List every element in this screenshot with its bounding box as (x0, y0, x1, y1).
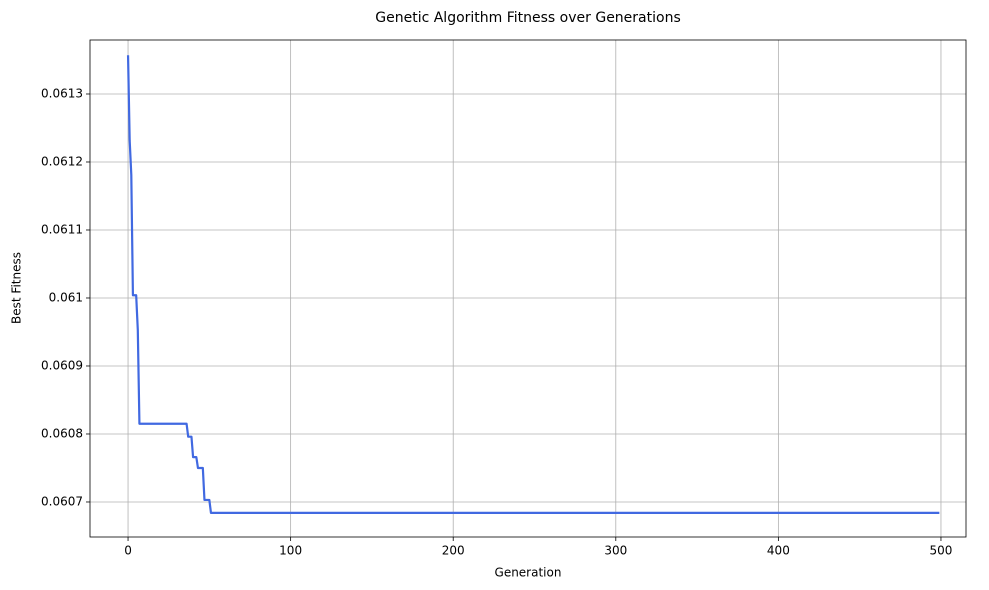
y-tick-label: 0.061 (49, 290, 83, 304)
y-tick-label: 0.0612 (41, 154, 83, 168)
y-tick-label: 0.0613 (41, 86, 83, 100)
chart-title: Genetic Algorithm Fitness over Generatio… (375, 10, 681, 26)
y-axis-label: Best Fitness (10, 252, 24, 324)
x-tick-label: 500 (930, 544, 953, 558)
x-tick-label: 200 (442, 544, 465, 558)
x-tick-label: 300 (604, 544, 627, 558)
x-tick-label: 100 (279, 544, 302, 558)
plot-frame (89, 39, 967, 538)
x-tick-label: 400 (767, 544, 790, 558)
y-tick-label: 0.0611 (41, 222, 83, 236)
fitness-line (126, 55, 940, 514)
x-tick-label: 0 (124, 544, 132, 558)
y-tick-label: 0.0607 (41, 494, 83, 508)
y-tick-label: 0.0608 (41, 426, 83, 440)
x-axis-label: Generation (495, 566, 562, 580)
y-tick-label: 0.0609 (41, 358, 83, 372)
